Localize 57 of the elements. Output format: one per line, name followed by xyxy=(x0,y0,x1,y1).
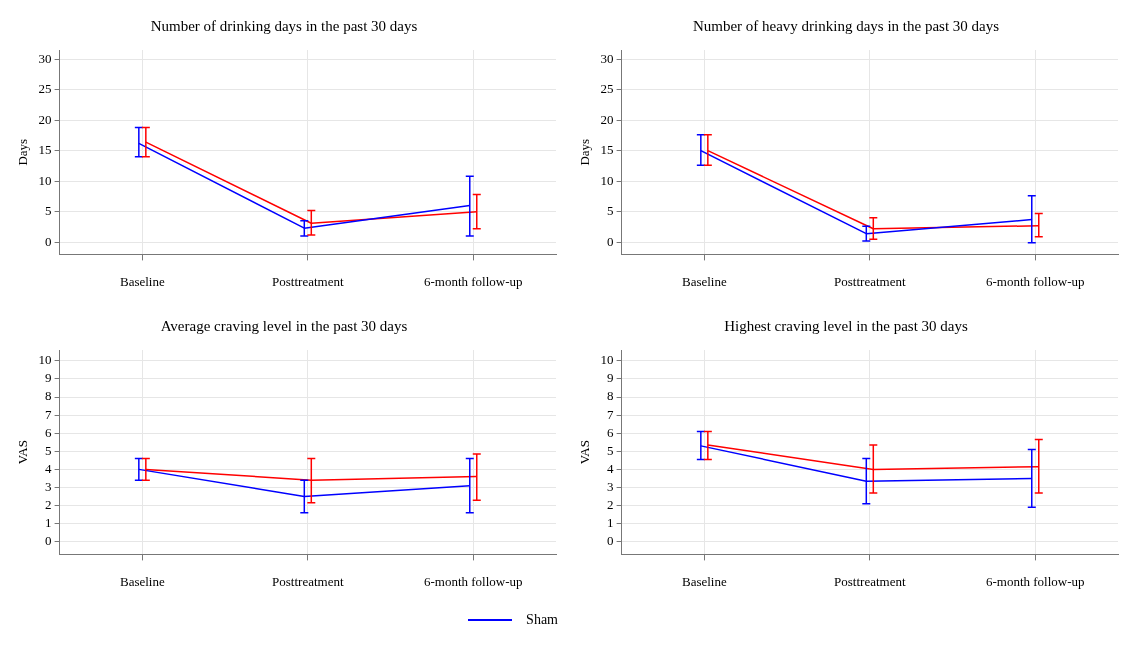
y-tick-label: 5 xyxy=(607,442,614,458)
y-tick-label: 3 xyxy=(45,478,52,494)
y-tick-label: 2 xyxy=(607,496,614,512)
y-tick-label: 7 xyxy=(607,406,615,422)
chart-title: Number of drinking days in the past 30 days xyxy=(150,17,418,34)
y-tick-label: 3 xyxy=(607,478,614,494)
y-tick-label: 30 xyxy=(38,50,52,66)
y-tick-label: 6 xyxy=(45,424,53,440)
x-tick-label: Baseline xyxy=(681,573,727,589)
x-tick-label: 6-month follow-up xyxy=(985,573,1085,589)
y-tick-label: 10 xyxy=(38,352,52,368)
y-tick-label: 4 xyxy=(45,460,53,476)
y-tick-label: 10 xyxy=(600,352,614,368)
y-tick-label: 10 xyxy=(38,172,52,188)
x-tick-label: Posttreatment xyxy=(834,273,906,289)
y-tick-label: 5 xyxy=(45,442,52,458)
x-tick-label: 6-month follow-up xyxy=(423,273,523,289)
y-tick-label: 9 xyxy=(607,370,614,386)
y-tick-label: 15 xyxy=(38,142,52,158)
x-tick-label: Baseline xyxy=(681,273,727,289)
y-tick-label: 1 xyxy=(45,515,52,531)
x-tick-label: Posttreatment xyxy=(834,573,906,589)
y-tick-label: 15 xyxy=(600,142,614,158)
y-tick-label: 25 xyxy=(38,81,52,97)
x-tick-label: Baseline xyxy=(119,573,165,589)
y-tick-label: 25 xyxy=(600,81,614,97)
y-tick-label: 5 xyxy=(45,203,52,219)
x-tick-label: Baseline xyxy=(119,273,165,289)
y-tick-label: 0 xyxy=(607,233,614,249)
y-tick-label: 20 xyxy=(38,111,52,127)
x-tick-label: 6-month follow-up xyxy=(423,573,523,589)
y-tick-label: 1 xyxy=(607,515,614,531)
y-axis-title: VAS xyxy=(577,440,593,465)
x-tick-label: Posttreatment xyxy=(272,273,344,289)
y-tick-label: 8 xyxy=(607,388,614,404)
y-axis-title: VAS xyxy=(15,440,31,465)
y-tick-label: 2 xyxy=(45,496,52,512)
y-tick-label: 8 xyxy=(45,388,52,404)
legend-label: Sham xyxy=(526,612,558,628)
x-tick-label: Posttreatment xyxy=(272,573,344,589)
y-axis-title: Days xyxy=(15,138,31,166)
y-tick-label: 6 xyxy=(607,424,615,440)
chart-title: Highest craving level in the past 30 days xyxy=(724,317,968,334)
y-tick-label: 9 xyxy=(45,370,52,386)
y-tick-label: 20 xyxy=(600,111,614,127)
y-axis-title: Days xyxy=(577,138,593,166)
x-tick-label: 6-month follow-up xyxy=(985,273,1085,289)
y-tick-label: 10 xyxy=(600,172,614,188)
y-tick-label: 5 xyxy=(607,203,614,219)
y-tick-label: 0 xyxy=(45,233,52,249)
y-tick-label: 30 xyxy=(600,50,614,66)
y-tick-label: 0 xyxy=(607,533,614,549)
chart-title: Number of heavy drinking days in the past 30 days xyxy=(692,17,1000,34)
y-tick-label: 7 xyxy=(45,406,53,422)
y-tick-label: 4 xyxy=(607,460,615,476)
chart-title: Average craving level in the past 30 days xyxy=(160,317,408,334)
y-tick-label: 0 xyxy=(45,533,52,549)
